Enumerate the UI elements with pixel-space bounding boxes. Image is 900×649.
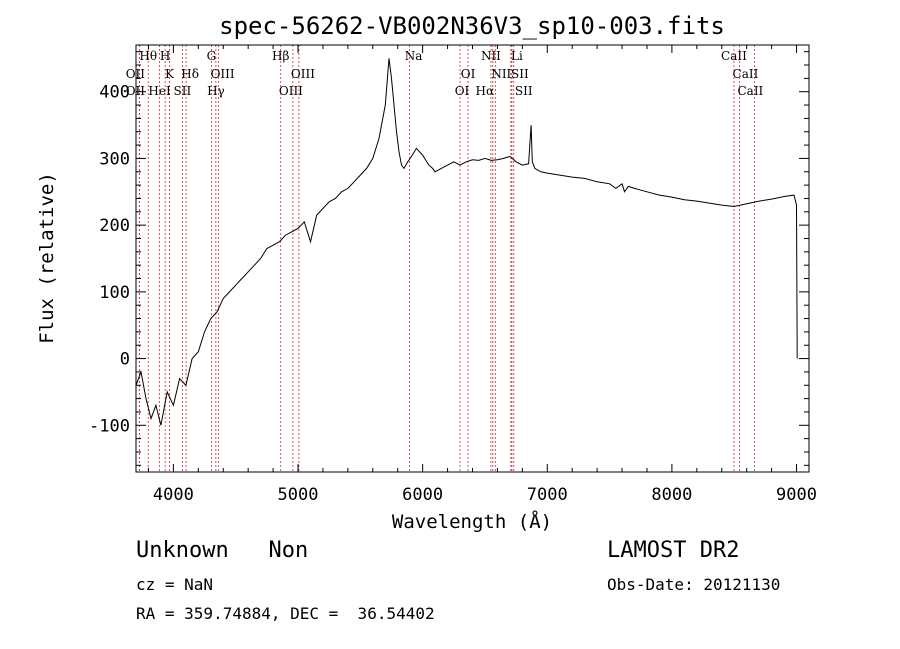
line-label: OIII [279,84,303,98]
plot-frame [135,44,810,473]
x-tick-label: 4000 [153,485,194,505]
x-axis-label: Wavelength (Å) [392,510,552,533]
line-label: OI [461,67,476,81]
object-class: Unknown Non [136,538,309,563]
line-label: Hα [476,84,495,98]
line-label: Hθ [139,49,157,63]
y-tick-label: -100 [89,416,130,436]
y-tick-label: 200 [99,216,130,236]
obs-date: Obs-Date: 20121130 [607,575,781,594]
line-label: CaII [733,67,759,81]
y-tick-label: 300 [99,149,130,169]
line-label: HeI [148,84,171,98]
line-label: G [207,49,217,63]
line-label: Hβ [272,49,289,63]
line-label: CaII [721,49,747,63]
line-label: NII [491,67,511,81]
line-label: NII [481,49,501,63]
x-tick-label: 7000 [527,485,568,505]
y-tick-label: 100 [99,283,130,303]
line-label: SII [174,84,192,98]
line-label: CaII [737,84,763,98]
line-label: H [160,49,170,63]
x-axis-ticks: 4000 5000 6000 7000 8000 9000 [147,45,817,505]
line-label: OII [126,84,146,98]
y-axis-label: Flux (relative) [36,172,58,344]
line-label: K [165,67,175,81]
line-label: OIII [211,67,235,81]
line-label: OII [126,67,146,81]
line-label: SII [511,67,529,81]
redshift-cz: cz = NaN [136,575,214,594]
x-tick-label: 5000 [278,485,319,505]
y-axis-ticks: -100 0 100 200 300 400 [89,51,809,466]
ra-dec: RA = 359.74884, DEC = 36.54402 [136,604,435,623]
line-label: Na [405,49,423,63]
emission-line-labels: HθOIIOIIHKHeIHδSIIGOIIIHγHβOIIIOIIINaOIO… [126,49,764,98]
line-label: Hδ [181,67,199,81]
y-tick-label: 400 [99,83,130,103]
x-tick-label: 9000 [776,485,817,505]
chart-title: spec-56262-VB002N36V3_sp10-003.fits [219,12,725,40]
line-label: Hγ [207,84,225,98]
spectrum-line [135,58,798,426]
x-tick-label: 6000 [402,485,443,505]
x-tick-label: 8000 [651,485,692,505]
line-label: OIII [291,67,315,81]
line-label: OI [455,84,470,98]
emission-line-markers [138,45,755,472]
y-tick-label: 0 [120,350,130,370]
line-label: Li [511,49,523,63]
line-label: SII [515,84,533,98]
survey-name: LAMOST DR2 [607,538,740,563]
